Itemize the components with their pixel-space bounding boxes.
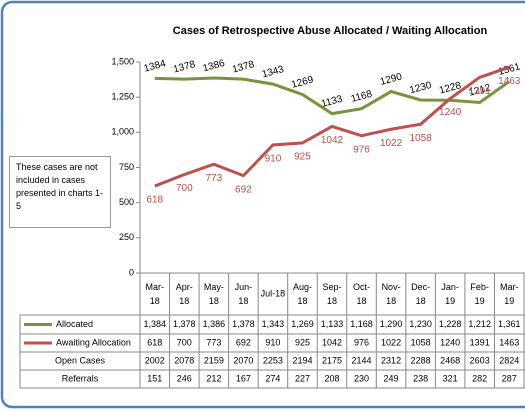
data-label: 692 [235,184,252,195]
table-cell: 2175 [322,355,342,365]
x-tick-label: Jul-18 [261,288,286,298]
data-label: 976 [353,144,370,155]
legend-label: Allocated [56,319,93,329]
table-cell: 246 [177,373,192,383]
note-box: These cases are not included in cases pr… [9,156,111,228]
table-cell: 1022 [381,337,401,347]
table-cell: 2312 [381,355,401,365]
table-cell: 2253 [263,355,283,365]
table-cell: 1,378 [232,319,255,329]
y-tick-label: 500 [119,197,134,207]
series-line [154,65,510,188]
table-cell: 1,290 [380,319,403,329]
table-cell: 227 [295,373,310,383]
y-tick-label: 1,500 [111,56,134,66]
x-tick-label: Mar-19 [500,282,519,306]
table-cell: 1,269 [291,319,314,329]
table-cell: 321 [443,373,458,383]
data-label: 1022 [380,138,403,149]
x-tick-label: May-18 [204,282,224,306]
y-tick-label: 1,000 [111,127,134,137]
legend-label: Awaiting Allocation [56,337,131,347]
data-label: 1240 [439,107,462,118]
table-cell: 230 [354,373,369,383]
data-label: 1463 [498,76,521,87]
table-cell: 1391 [470,337,490,347]
table-cell: 976 [354,337,369,347]
table-cell: 1240 [440,337,460,347]
table-cell: 2144 [352,355,372,365]
y-tick-label: 250 [119,232,134,242]
data-label: 925 [294,152,311,163]
table-cell: 167 [236,373,251,383]
x-tick-label: Feb-19 [470,282,489,306]
data-label: 1391 [469,86,492,97]
data-label: 773 [206,173,223,184]
table-cell: 2002 [145,355,165,365]
table-cell: 2288 [411,355,431,365]
data-label: 618 [146,195,163,206]
table-cell: 1,386 [203,319,226,329]
row-label: Referrals [62,373,99,383]
y-tick-label: 1,250 [111,92,134,102]
table-cell: 700 [177,337,192,347]
table-cell: 1042 [322,337,342,347]
table-cell: 1,133 [321,319,344,329]
table-cell: 1,212 [468,319,491,329]
x-tick-label: Aug-18 [293,282,312,306]
x-tick-label: Oct-18 [353,282,370,306]
data-label: 1042 [321,135,344,146]
data-label: 1168 [350,89,374,105]
table-cell: 1,361 [498,319,521,329]
table-cell: 2078 [174,355,194,365]
x-tick-label: Jan-19 [441,282,459,306]
x-tick-label: Jun-18 [235,282,253,306]
data-label: 910 [265,154,282,165]
table-cell: 287 [502,373,517,383]
x-tick-label: Sep-18 [322,282,341,306]
table-cell: 238 [413,373,428,383]
table-cell: 1058 [411,337,431,347]
x-tick-label: Apr-18 [176,282,193,306]
table-cell: 282 [472,373,487,383]
data-label: 1058 [409,133,432,144]
table-cell: 249 [384,373,399,383]
table-cell: 1,168 [350,319,373,329]
table-cell: 1,384 [144,319,167,329]
table-cell: 1,343 [262,319,285,329]
table-cell: 925 [295,337,310,347]
table-cell: 2070 [233,355,253,365]
table-cell: 692 [236,337,251,347]
table-cell: 208 [324,373,339,383]
table-cell: 2824 [499,355,519,365]
table-cell: 2194 [292,355,312,365]
x-tick-label: Mar-18 [146,282,165,306]
table-cell: 1,228 [439,319,462,329]
table-cell: 151 [147,373,162,383]
x-tick-label: Dec-18 [411,282,430,306]
table-cell: 1,378 [173,319,196,329]
table-cell: 2603 [470,355,490,365]
table-cell: 2159 [204,355,224,365]
table-cell: 1,230 [409,319,432,329]
table-cell: 1463 [499,337,519,347]
table-cell: 773 [206,337,221,347]
table-cell: 2468 [440,355,460,365]
row-label: Open Cases [55,355,106,365]
table-cell: 212 [206,373,221,383]
chart-title: Cases of Retrospective Abuse Allocated /… [173,25,488,37]
table-cell: 274 [265,373,280,383]
y-tick-label: 0 [129,267,134,277]
table-cell: 910 [265,337,280,347]
y-tick-label: 750 [119,162,134,172]
data-label: 700 [176,183,193,194]
x-tick-label: Nov-18 [382,282,401,306]
data-label: 1133 [320,94,344,110]
table-cell: 618 [147,337,162,347]
